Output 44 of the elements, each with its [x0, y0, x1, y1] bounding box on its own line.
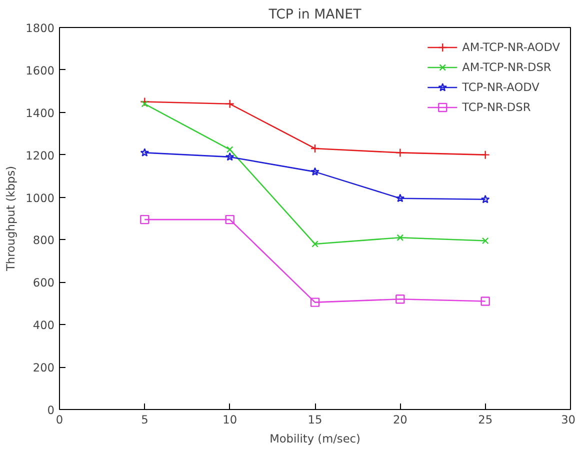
y-tick-label: 400 — [32, 318, 55, 332]
point — [226, 146, 234, 153]
legend-label: AM-TCP-NR-DSR — [462, 60, 552, 74]
point — [482, 237, 489, 244]
y-tick-label: 1200 — [26, 148, 55, 162]
y-tick-label: 0 — [47, 403, 55, 417]
y-axis-title: Throughput (kbps) — [4, 166, 18, 272]
point — [480, 296, 490, 306]
x-tick-label: 25 — [478, 412, 493, 426]
y-tick-label: 200 — [32, 360, 55, 375]
legend-label: AM-TCP-NR-AODV — [462, 40, 560, 54]
point — [225, 152, 234, 161]
point — [225, 214, 234, 224]
x-tick-label: 30 — [561, 412, 576, 426]
point — [310, 144, 320, 154]
x-tick-label: 0 — [56, 412, 64, 426]
chart-title: TCP in MANET — [268, 8, 362, 22]
y-tick-label: 1800 — [26, 21, 55, 35]
y-tick-label: 1000 — [26, 190, 55, 205]
point — [310, 167, 320, 176]
x-tick-label: 10 — [222, 412, 238, 426]
x-tick-label: 20 — [392, 412, 408, 426]
x-tick-label: 5 — [141, 412, 148, 426]
point — [396, 234, 404, 242]
point — [140, 214, 150, 224]
point — [141, 100, 148, 108]
x-tick-label: 15 — [308, 412, 322, 426]
y-tick-label: 800 — [32, 233, 55, 248]
point — [225, 99, 234, 108]
point — [140, 148, 150, 157]
y-tick-label: 1600 — [26, 63, 55, 78]
point — [310, 298, 320, 307]
point — [396, 148, 405, 158]
x-axis-title: Mobility (m/sec) — [270, 432, 360, 446]
legend-label: TCP-NR-DSR — [462, 100, 531, 114]
y-tick-label: 1400 — [26, 106, 55, 120]
point — [396, 194, 405, 202]
legend-label: TCP-NR-AODV — [462, 80, 540, 94]
point — [396, 294, 405, 304]
y-tick-label: 600 — [32, 276, 55, 290]
point — [480, 150, 490, 160]
point — [480, 194, 490, 204]
point — [140, 97, 150, 106]
point — [312, 240, 318, 248]
